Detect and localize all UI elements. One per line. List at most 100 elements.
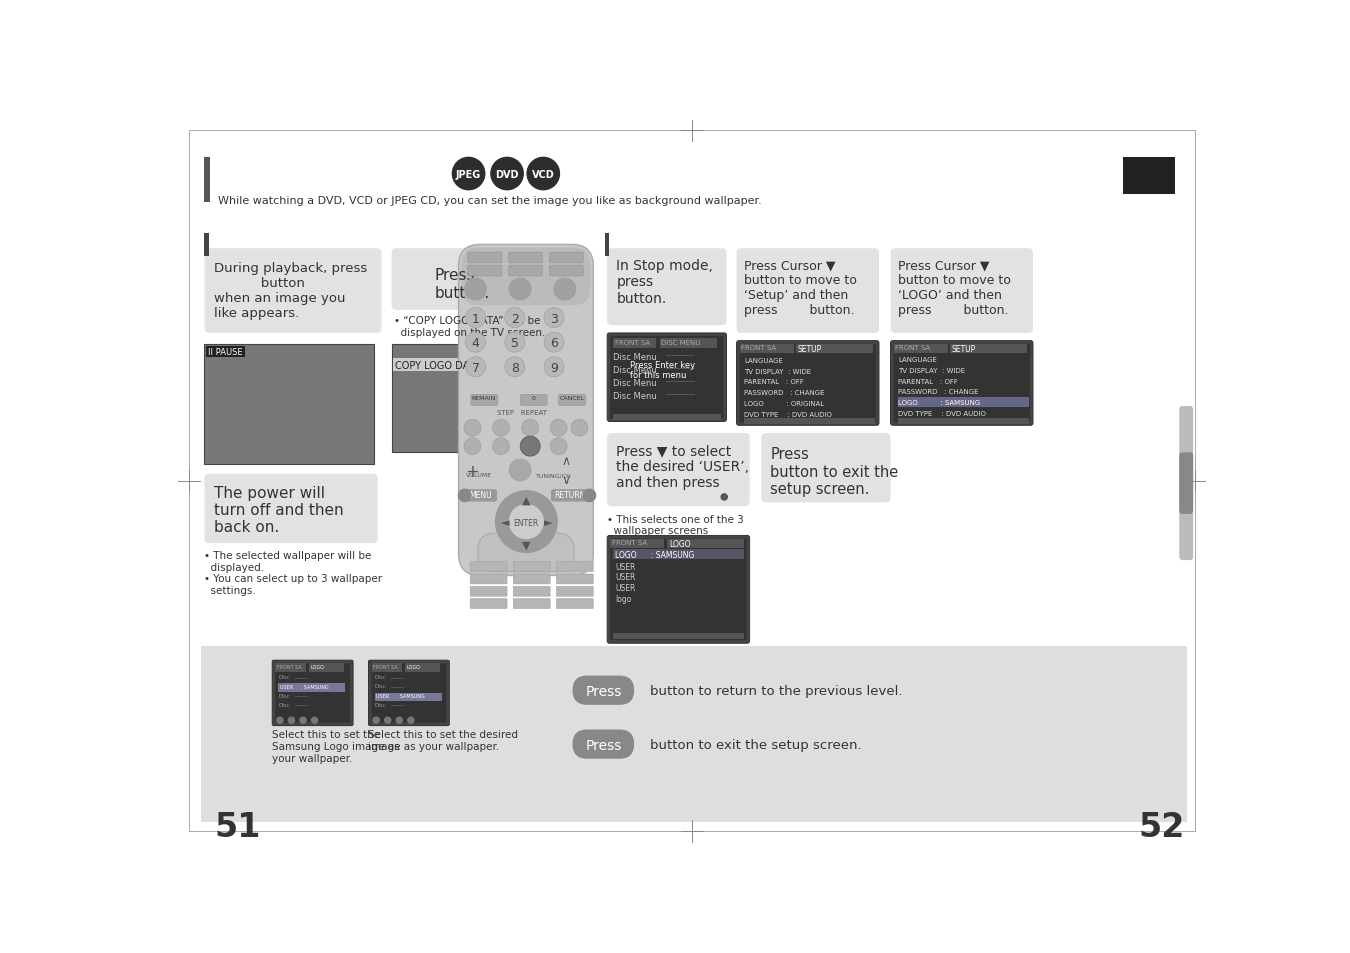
FancyBboxPatch shape [761,434,891,503]
Circle shape [526,158,559,191]
FancyBboxPatch shape [470,598,508,609]
Text: FRONT SA: FRONT SA [373,664,398,669]
Text: Disc Menu: Disc Menu [613,392,657,401]
Text: LOGO          : ORIGINAL: LOGO : ORIGINAL [744,400,825,407]
FancyBboxPatch shape [392,249,535,311]
Text: ─────: ───── [390,675,405,679]
Text: Press ▼ to select
the desired ‘USER’,
and then press: Press ▼ to select the desired ‘USER’, an… [617,443,749,490]
Text: ∧: ∧ [562,455,571,468]
Bar [393,359,493,372]
Circle shape [396,718,402,723]
Bar [605,233,609,256]
Text: ◄: ◄ [501,517,509,528]
Text: 8: 8 [510,362,518,375]
Text: FRONT SA: FRONT SA [612,539,647,546]
Text: PASSWORD   : CHANGE: PASSWORD : CHANGE [898,389,979,395]
FancyBboxPatch shape [509,253,543,264]
Text: Press Cursor ▼
button to move to
‘LOGO’ and then
press        button.: Press Cursor ▼ button to move to ‘LOGO’ … [898,259,1011,317]
Bar [1123,158,1176,195]
Bar [204,233,209,256]
Bar [610,539,664,548]
Text: Disc: Disc [278,693,290,698]
Text: ─────: ───── [294,702,308,707]
Circle shape [464,419,481,436]
Bar [204,158,209,203]
Bar [613,634,744,639]
FancyBboxPatch shape [891,341,1033,426]
Text: ─────: ───── [390,702,405,707]
Text: STEP   REPEAT: STEP REPEAT [497,410,547,416]
Circle shape [495,491,558,553]
FancyBboxPatch shape [470,587,508,597]
Text: LOGO: LOGO [406,664,421,669]
Text: 0: 0 [532,395,535,401]
Text: Select this to set the
Samsung Logo image as
your wallpaper.: Select this to set the Samsung Logo imag… [273,730,400,763]
Text: ▼: ▼ [522,540,531,550]
Circle shape [452,158,485,191]
Circle shape [491,158,524,191]
FancyBboxPatch shape [371,663,447,722]
Text: Select this to set the desired
image as your wallpaper.: Select this to set the desired image as … [369,730,518,751]
Text: PARENTAL   : OFF: PARENTAL : OFF [744,379,805,385]
Text: REMAIN: REMAIN [471,395,497,401]
Text: DISC MENU: DISC MENU [662,339,701,346]
FancyBboxPatch shape [1180,453,1193,515]
Text: Disc: Disc [278,702,290,707]
Text: USER: USER [614,562,636,571]
Text: Disc: Disc [375,693,386,698]
Text: VOLUME: VOLUME [466,473,493,477]
Circle shape [312,718,317,723]
Circle shape [544,308,564,328]
Text: In Stop mode,
press
button.: In Stop mode, press button. [617,259,713,305]
Text: TUNING/CH: TUNING/CH [536,473,571,477]
Text: PARENTAL   : OFF: PARENTAL : OFF [898,378,958,384]
FancyBboxPatch shape [204,475,378,543]
Bar [740,344,794,354]
Circle shape [509,279,531,300]
Text: Disc: Disc [375,702,386,707]
Circle shape [544,357,564,377]
Text: JPEG: JPEG [456,170,481,179]
Circle shape [408,718,414,723]
Text: PASSWORD   : CHANGE: PASSWORD : CHANGE [744,390,825,395]
Bar [392,345,535,453]
Circle shape [721,495,728,500]
Circle shape [571,419,589,436]
FancyBboxPatch shape [549,253,583,264]
Circle shape [509,505,543,539]
Text: LOGO      : SAMSUNG: LOGO : SAMSUNG [614,551,694,559]
Text: TV DISPLAY  : WIDE: TV DISPLAY : WIDE [898,368,965,374]
Bar [309,663,344,672]
FancyBboxPatch shape [737,249,879,334]
FancyBboxPatch shape [468,266,502,276]
Text: USER: USER [614,573,636,581]
Text: Press: Press [585,684,621,699]
FancyBboxPatch shape [513,575,551,584]
Text: ─────: ───── [294,683,308,689]
Text: Disc Menu: Disc Menu [613,353,657,362]
Text: button to exit the setup screen.: button to exit the setup screen. [649,739,861,751]
FancyBboxPatch shape [556,575,593,584]
Text: LANGUAGE: LANGUAGE [898,356,937,363]
Text: logo: logo [614,595,632,603]
Text: • This selects one of the 3
  wallpaper screens: • This selects one of the 3 wallpaper sc… [608,515,744,536]
Text: DVD TYPE    : DVD AUDIO: DVD TYPE : DVD AUDIO [898,411,985,416]
Text: SETUP: SETUP [798,345,822,355]
Bar [744,418,875,424]
FancyBboxPatch shape [740,344,876,423]
FancyBboxPatch shape [513,587,551,597]
Text: Disc Menu: Disc Menu [613,379,657,388]
Text: ─────: ───── [390,683,405,689]
Circle shape [505,333,525,353]
Circle shape [551,438,567,456]
Text: ∨: ∨ [562,474,571,486]
Bar [375,693,441,701]
Text: VCD: VCD [532,170,555,179]
Text: ─────: ───── [294,675,308,679]
Text: 4: 4 [471,337,479,350]
FancyBboxPatch shape [559,395,586,406]
FancyBboxPatch shape [572,730,634,759]
FancyBboxPatch shape [894,344,1030,423]
FancyBboxPatch shape [556,562,593,572]
Circle shape [289,718,294,723]
